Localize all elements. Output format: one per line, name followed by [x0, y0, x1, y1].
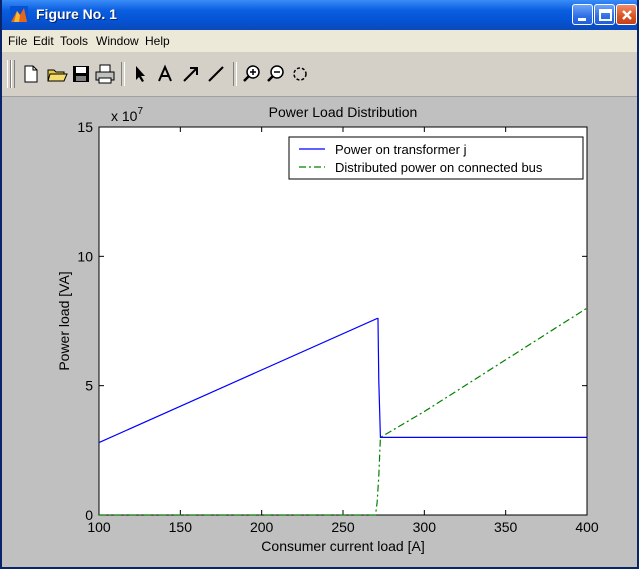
- menu-edit[interactable]: Edit: [33, 34, 54, 48]
- series-line-1: [98, 317, 587, 444]
- new-file-icon[interactable]: [20, 63, 42, 85]
- close-button[interactable]: [616, 4, 637, 25]
- plot-area: [98, 126, 588, 516]
- figure-canvas[interactable]: 100 150 200 250 300 350 400 0 5 10 15 Power Load D…: [2, 97, 637, 567]
- zoom-in-icon[interactable]: [241, 63, 263, 85]
- insert-line-icon[interactable]: [205, 63, 227, 85]
- window-title: Figure No. 1: [36, 6, 117, 22]
- chart-title: Power Load Distribution: [269, 104, 418, 120]
- x-tick-label: 100: [87, 519, 111, 535]
- series-line-2: [99, 307, 588, 516]
- insert-text-icon[interactable]: [154, 63, 176, 85]
- x-tick-label: 300: [413, 519, 437, 535]
- toolbar-grip[interactable]: [7, 60, 11, 88]
- x-tick-label: 400: [575, 519, 599, 535]
- menu-bar: File Edit Tools Window Help: [2, 30, 637, 52]
- print-icon[interactable]: [94, 63, 116, 85]
- x-tick-label: 150: [169, 519, 193, 535]
- figure-toolbar: [2, 52, 637, 97]
- matlab-logo-icon: [10, 6, 28, 24]
- x-tick-label: 350: [494, 519, 518, 535]
- legend-label: Power on transformer j: [335, 142, 467, 157]
- toolbar-separator: [233, 62, 237, 86]
- minimize-button[interactable]: [572, 4, 593, 25]
- menu-file[interactable]: File: [8, 34, 28, 48]
- title-bar[interactable]: Figure No. 1: [2, 0, 637, 30]
- legend[interactable]: Power on transformer j Distributed power …: [288, 136, 584, 180]
- maximize-button[interactable]: [594, 4, 615, 25]
- minimize-icon: [578, 18, 586, 21]
- y-axis-multiplier: x 107: [111, 106, 143, 124]
- y-tick-label: 5: [85, 378, 93, 394]
- toolbar-grip[interactable]: [11, 60, 15, 88]
- save-icon[interactable]: [70, 63, 92, 85]
- rotate-3d-icon[interactable]: [289, 63, 311, 85]
- legend-label: Distributed power on connected bus: [335, 160, 543, 175]
- select-arrow-icon[interactable]: [129, 63, 151, 85]
- y-axis-label: Power load [VA]: [56, 271, 72, 370]
- y-tick-label: 10: [77, 248, 93, 264]
- zoom-out-icon[interactable]: [265, 63, 287, 85]
- menu-help[interactable]: Help: [145, 34, 170, 48]
- close-icon: [622, 10, 632, 20]
- x-tick-label: 250: [331, 519, 355, 535]
- legend-box: [288, 136, 584, 180]
- line-chart: 100 150 200 250 300 350 400 0 5 10 15 Power Load D…: [56, 104, 599, 554]
- menu-window[interactable]: Window: [96, 34, 139, 48]
- x-tick-label: 200: [250, 519, 274, 535]
- menu-tools[interactable]: Tools: [60, 34, 89, 48]
- toolbar-separator: [121, 62, 125, 86]
- y-tick-label: 0: [85, 507, 93, 523]
- y-tick-label: 15: [77, 119, 93, 135]
- x-axis-label: Consumer current load [A]: [261, 538, 424, 554]
- insert-arrow-icon[interactable]: [180, 63, 202, 85]
- maximize-icon: [599, 9, 612, 21]
- open-folder-icon[interactable]: [46, 63, 68, 85]
